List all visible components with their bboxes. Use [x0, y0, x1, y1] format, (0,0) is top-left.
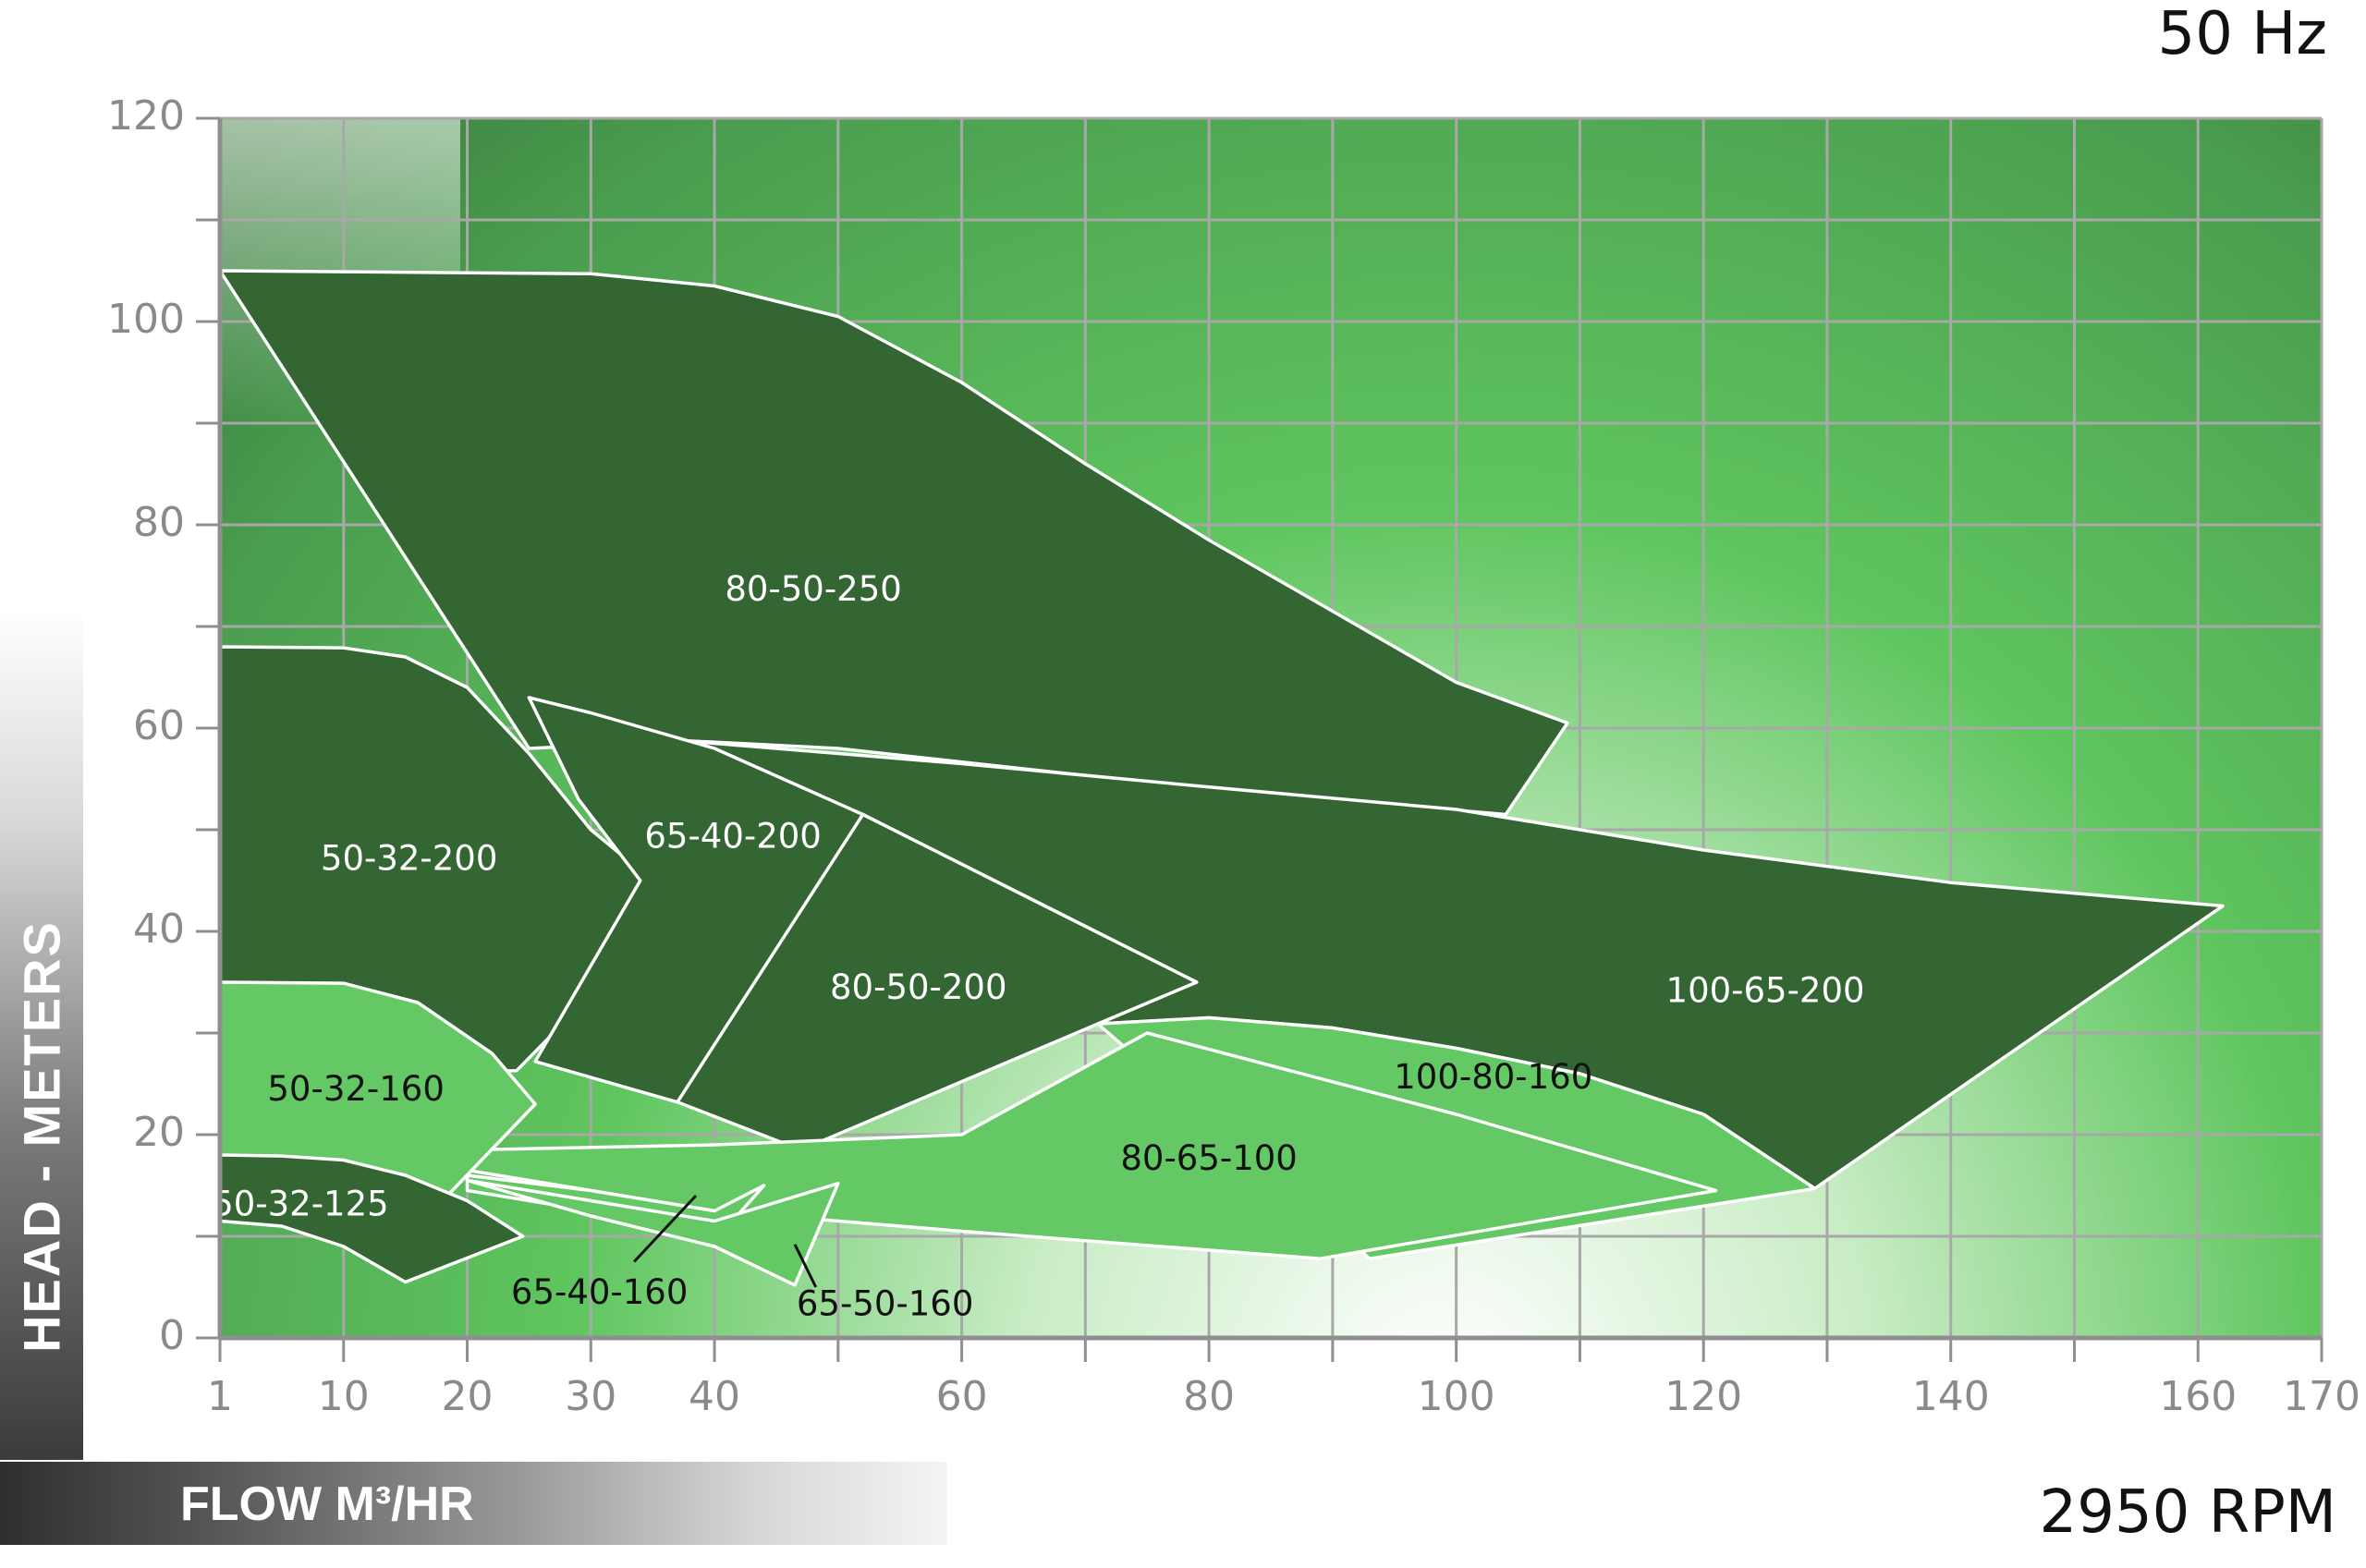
leader-lines — [633, 1194, 818, 1288]
leader-65-40-160 — [633, 1194, 698, 1263]
x-tick-label: 60 — [936, 1373, 988, 1420]
tick-labels: 0 20 40 60 80 100 120 1 10 20 30 40 60 80 100 120 140 160… — [107, 92, 2360, 1420]
y-tick-label: 120 — [107, 92, 185, 140]
x-tick-label: 30 — [565, 1373, 616, 1420]
y-tick-label: 60 — [133, 702, 185, 749]
region-label-80-50-200: 80-50-200 — [830, 967, 1007, 1007]
y-tick-label: 0 — [159, 1312, 185, 1359]
leader-65-50-160 — [793, 1244, 818, 1288]
x-tick-label: 160 — [2159, 1373, 2237, 1420]
x-tick-label: 40 — [689, 1373, 740, 1420]
y-axis-label-bar — [0, 610, 83, 1460]
x-tick-label: 1 — [207, 1373, 233, 1420]
region-label-50-32-200: 50-32-200 — [321, 839, 498, 879]
x-tick-label: 100 — [1418, 1373, 1495, 1420]
region-labels: 80-50-250 100-65-200 50-32-200 65-40-200 80-… — [212, 569, 1864, 1323]
curve-regions — [218, 269, 2225, 1287]
y-tick-label: 80 — [133, 499, 185, 546]
region-label-65-40-200: 65-40-200 — [644, 816, 822, 856]
region-65-50-160 — [465, 1178, 840, 1287]
region-label-100-65-200: 100-65-200 — [1666, 971, 1865, 1011]
y-tick-label: 40 — [133, 906, 185, 953]
region-50-32-125 — [218, 1153, 525, 1284]
x-tick-label: 20 — [442, 1373, 494, 1420]
frequency-label: 50 Hz — [2157, 0, 2328, 68]
y-axis-title-text: HEAD - METERS — [12, 920, 71, 1353]
speed-label: 2950 RPM — [2039, 1478, 2337, 1547]
region-label-50-32-125: 50-32-125 — [212, 1185, 389, 1224]
x-axis-title: FLOW M³/HR — [180, 1477, 474, 1531]
x-tick-label: 10 — [318, 1373, 370, 1420]
x-tick-label: 170 — [2283, 1373, 2360, 1420]
axes — [196, 116, 2323, 1362]
y-axis-title: HEAD - METERS — [0, 920, 83, 1353]
y-tick-label: 20 — [133, 1109, 185, 1156]
x-axis-label-bar — [0, 1462, 947, 1545]
y-tick-label: 100 — [107, 296, 185, 343]
region-label-80-65-100: 80-65-100 — [1120, 1138, 1298, 1178]
x-tick-label: 80 — [1183, 1373, 1235, 1420]
region-label-50-32-160: 50-32-160 — [267, 1069, 445, 1109]
region-label-65-40-160: 65-40-160 — [511, 1272, 689, 1312]
region-label-65-50-160: 65-50-160 — [797, 1283, 974, 1323]
region-label-100-80-160: 100-80-160 — [1394, 1057, 1592, 1097]
region-80-50-200 — [676, 812, 1199, 1152]
region-label-80-50-250: 80-50-250 — [725, 569, 902, 609]
x-tick-label: 120 — [1665, 1373, 1742, 1420]
x-tick-label: 140 — [1912, 1373, 1990, 1420]
